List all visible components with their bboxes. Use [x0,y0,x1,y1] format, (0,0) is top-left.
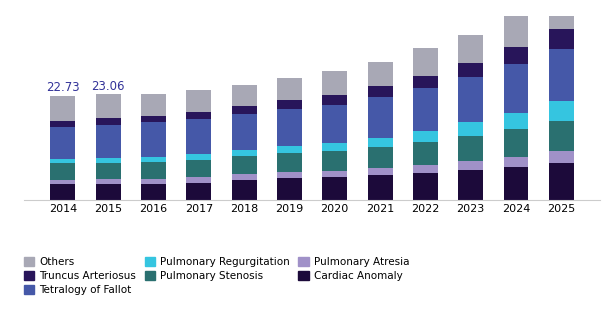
Bar [231,174,256,180]
Bar [368,175,393,200]
Bar [187,90,211,112]
Bar [187,183,211,200]
Bar [322,171,347,177]
Bar [549,49,574,101]
Bar [458,35,483,63]
Bar [549,101,574,120]
Bar [96,184,121,200]
Bar [504,16,528,47]
Bar [458,170,483,200]
Bar [504,47,528,64]
Bar [187,177,211,183]
Bar [231,85,256,106]
Bar [322,177,347,200]
Bar [141,94,166,116]
Bar [504,157,528,167]
Bar [413,131,438,142]
Bar [458,122,483,136]
Bar [368,97,393,138]
Bar [50,159,75,163]
Bar [50,96,75,121]
Bar [141,157,166,162]
Bar [413,142,438,165]
Bar [231,156,256,174]
Bar [231,180,256,200]
Bar [458,77,483,122]
Bar [50,121,75,127]
Bar [368,138,393,147]
Bar [413,48,438,76]
Bar [504,113,528,129]
Bar [96,125,121,158]
Bar [322,105,347,143]
Bar [322,71,347,95]
Bar [368,168,393,175]
Bar [141,122,166,157]
Bar [277,109,302,146]
Bar [187,154,211,160]
Bar [96,179,121,184]
Bar [504,129,528,157]
Bar [231,150,256,156]
Bar [141,162,166,179]
Bar [50,163,75,180]
Bar [277,100,302,109]
Bar [50,180,75,184]
Bar [96,158,121,162]
Bar [549,151,574,163]
Bar [277,178,302,200]
Bar [549,120,574,151]
Bar [458,136,483,161]
Bar [458,63,483,77]
Bar [322,143,347,151]
Bar [413,165,438,172]
Bar [277,153,302,172]
Legend: Others, Truncus Arteriosus, Tetralogy of Fallot, Pulmonary Regurgitation, Pulmon: Others, Truncus Arteriosus, Tetralogy of… [24,257,410,295]
Bar [413,172,438,200]
Bar [141,116,166,122]
Bar [277,78,302,100]
Bar [96,162,121,179]
Bar [50,127,75,159]
Text: 23.06: 23.06 [92,80,125,93]
Bar [413,88,438,131]
Bar [368,86,393,97]
Bar [50,184,75,200]
Bar [504,64,528,113]
Bar [187,160,211,177]
Bar [231,106,256,114]
Bar [322,151,347,171]
Text: 22.73: 22.73 [46,81,79,94]
Bar [368,147,393,168]
Bar [141,184,166,200]
Bar [504,167,528,200]
Bar [549,0,574,29]
Bar [413,76,438,88]
Bar [549,29,574,49]
Bar [458,161,483,170]
Bar [549,163,574,200]
Bar [277,172,302,178]
Bar [187,119,211,154]
Bar [322,95,347,105]
Bar [187,112,211,119]
Bar [96,94,121,118]
Bar [277,146,302,153]
Bar [231,114,256,150]
Bar [368,62,393,86]
Bar [96,118,121,125]
Bar [141,179,166,184]
